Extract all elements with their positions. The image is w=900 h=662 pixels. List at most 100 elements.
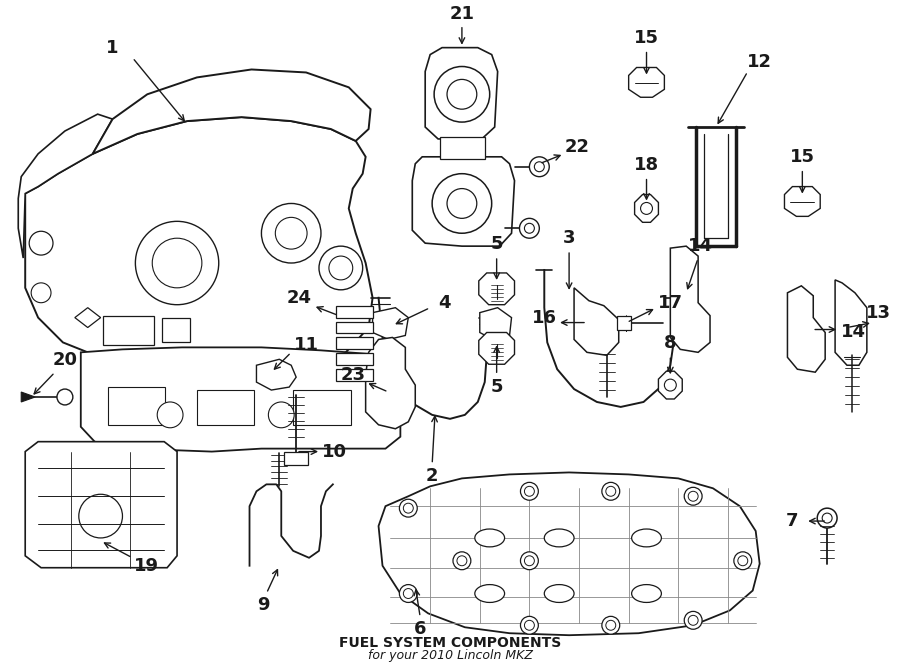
Polygon shape xyxy=(336,322,373,334)
Polygon shape xyxy=(336,369,373,381)
Bar xyxy=(284,451,308,465)
Circle shape xyxy=(606,487,616,496)
Text: 7: 7 xyxy=(787,512,798,530)
Polygon shape xyxy=(93,70,371,154)
Circle shape xyxy=(520,552,538,570)
Ellipse shape xyxy=(475,585,505,602)
Text: 9: 9 xyxy=(257,596,270,614)
Polygon shape xyxy=(425,48,498,139)
Circle shape xyxy=(525,487,535,496)
Polygon shape xyxy=(670,246,710,352)
Polygon shape xyxy=(574,288,618,355)
Polygon shape xyxy=(81,348,400,451)
Circle shape xyxy=(275,217,307,249)
Bar xyxy=(108,387,166,425)
Circle shape xyxy=(606,620,616,630)
Circle shape xyxy=(535,162,544,171)
Text: 14: 14 xyxy=(688,237,713,255)
Polygon shape xyxy=(25,442,177,568)
Circle shape xyxy=(457,556,467,566)
Circle shape xyxy=(734,552,752,570)
Circle shape xyxy=(268,402,294,428)
Circle shape xyxy=(32,283,51,303)
Text: 14: 14 xyxy=(841,324,866,342)
Circle shape xyxy=(520,616,538,634)
Circle shape xyxy=(453,552,471,570)
Circle shape xyxy=(520,483,538,500)
Text: 5: 5 xyxy=(491,235,503,253)
Polygon shape xyxy=(629,68,664,97)
Ellipse shape xyxy=(544,585,574,602)
Circle shape xyxy=(403,589,413,598)
Circle shape xyxy=(641,203,652,214)
Text: 5: 5 xyxy=(491,378,503,396)
Circle shape xyxy=(529,157,549,177)
Polygon shape xyxy=(480,308,511,340)
Circle shape xyxy=(823,513,832,523)
Text: 13: 13 xyxy=(867,304,891,322)
Text: for your 2010 Lincoln MKZ: for your 2010 Lincoln MKZ xyxy=(367,649,533,661)
Circle shape xyxy=(525,556,535,566)
Bar xyxy=(197,390,255,425)
Circle shape xyxy=(688,491,698,501)
Text: 20: 20 xyxy=(52,352,77,369)
Circle shape xyxy=(158,402,183,428)
Polygon shape xyxy=(412,157,515,246)
Circle shape xyxy=(400,499,418,517)
Circle shape xyxy=(525,223,535,233)
Text: 21: 21 xyxy=(449,5,474,23)
Polygon shape xyxy=(785,187,820,216)
Polygon shape xyxy=(18,114,112,258)
Polygon shape xyxy=(336,354,373,365)
Polygon shape xyxy=(336,306,373,318)
Ellipse shape xyxy=(544,529,574,547)
Text: 17: 17 xyxy=(658,294,683,312)
Polygon shape xyxy=(365,338,415,429)
Circle shape xyxy=(403,503,413,513)
Circle shape xyxy=(664,379,676,391)
Text: 4: 4 xyxy=(437,294,450,312)
Bar xyxy=(103,316,154,346)
Polygon shape xyxy=(659,371,682,399)
Circle shape xyxy=(688,616,698,626)
Circle shape xyxy=(817,508,837,528)
Text: 15: 15 xyxy=(790,148,815,166)
Circle shape xyxy=(684,487,702,505)
Polygon shape xyxy=(479,273,515,305)
Circle shape xyxy=(57,389,73,405)
Polygon shape xyxy=(256,359,296,390)
Circle shape xyxy=(519,218,539,238)
Polygon shape xyxy=(379,473,760,636)
Bar xyxy=(293,390,351,425)
Circle shape xyxy=(434,66,490,122)
Circle shape xyxy=(29,231,53,255)
Polygon shape xyxy=(440,137,485,159)
Polygon shape xyxy=(835,280,867,365)
Polygon shape xyxy=(373,308,409,340)
Ellipse shape xyxy=(632,585,662,602)
Text: 3: 3 xyxy=(562,229,575,247)
Polygon shape xyxy=(479,332,515,364)
Circle shape xyxy=(328,256,353,280)
Circle shape xyxy=(684,612,702,630)
Text: 11: 11 xyxy=(293,336,319,354)
Circle shape xyxy=(261,203,321,263)
Bar xyxy=(162,318,190,342)
Circle shape xyxy=(79,495,122,538)
Polygon shape xyxy=(336,338,373,350)
Text: 6: 6 xyxy=(414,620,427,638)
Circle shape xyxy=(319,246,363,290)
Text: 18: 18 xyxy=(634,156,659,173)
Circle shape xyxy=(738,556,748,566)
Text: 8: 8 xyxy=(664,334,677,352)
Polygon shape xyxy=(634,195,659,222)
Text: 22: 22 xyxy=(564,138,590,156)
Circle shape xyxy=(525,620,535,630)
Text: 23: 23 xyxy=(340,366,365,384)
Circle shape xyxy=(602,483,620,500)
Text: 1: 1 xyxy=(106,38,119,57)
Text: 16: 16 xyxy=(532,308,557,326)
Polygon shape xyxy=(75,308,101,328)
Circle shape xyxy=(432,173,491,233)
Text: 19: 19 xyxy=(134,557,158,575)
